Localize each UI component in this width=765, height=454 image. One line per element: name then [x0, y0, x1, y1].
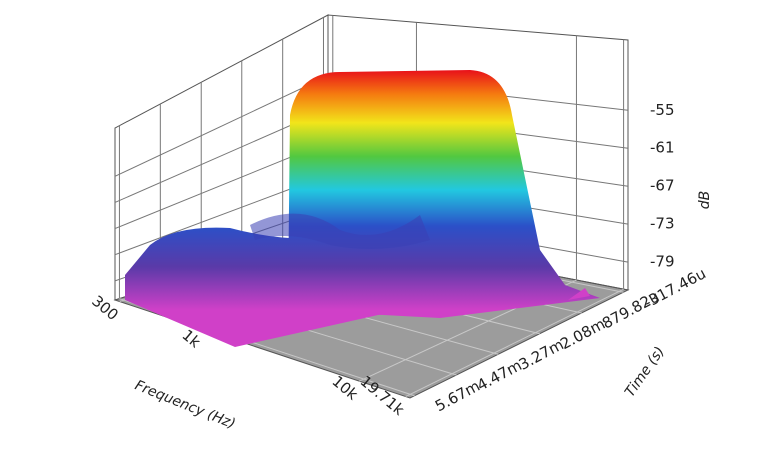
z-tick-label: -61: [650, 139, 675, 157]
z-axis-title: dB: [697, 191, 713, 210]
surface-spike: [568, 288, 590, 300]
z-tick-label: -67: [650, 177, 675, 195]
z-tick-label: -73: [650, 215, 675, 233]
grid-line: [405, 288, 624, 398]
x-axis-title: Frequency (Hz): [132, 378, 237, 433]
grid-line: [114, 75, 329, 177]
z-tick-label: -55: [650, 101, 675, 119]
y-axis-title: Time (s): [622, 344, 668, 400]
z-tick-label: -79: [650, 253, 675, 271]
surface: [125, 70, 600, 347]
surface-ridge: [250, 213, 430, 249]
x-tick-label: 300: [88, 292, 122, 324]
surface-main: [288, 70, 600, 318]
